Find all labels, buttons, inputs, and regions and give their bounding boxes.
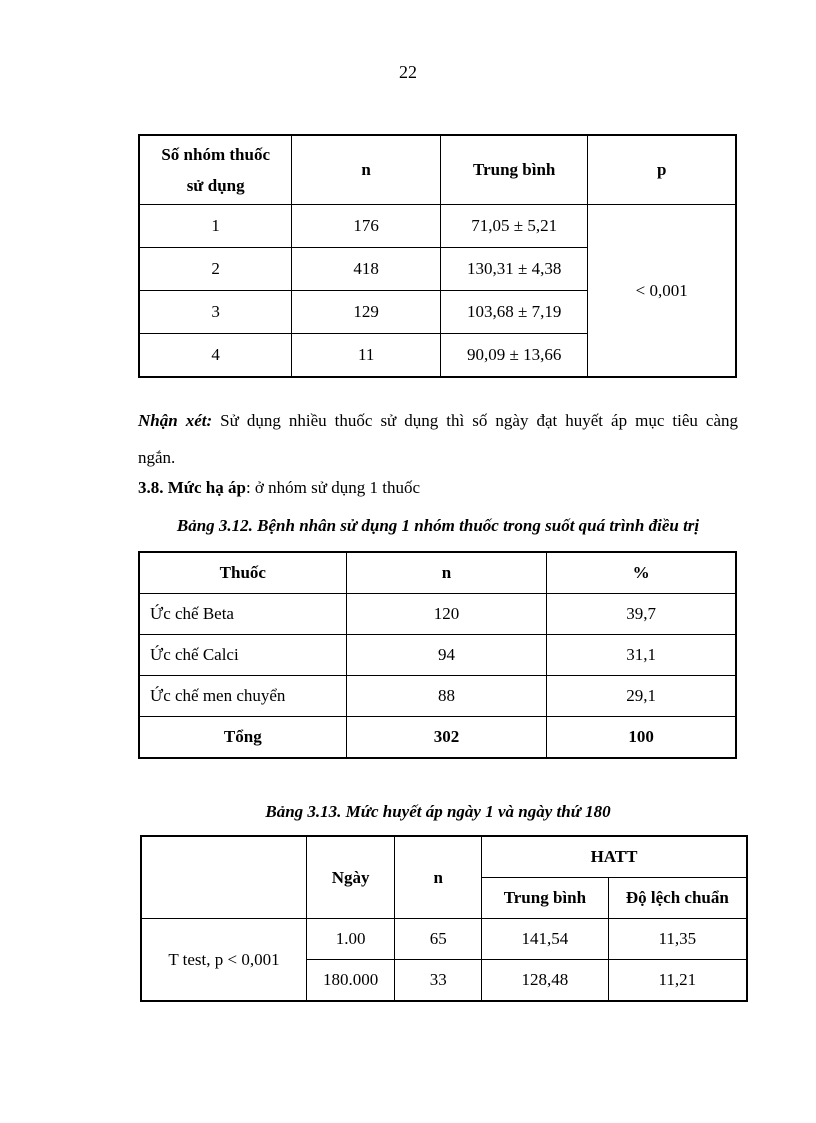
n-cell: 65 bbox=[394, 918, 483, 960]
table-header-row: Ngày n HATT bbox=[140, 835, 748, 919]
n-cell: 129 bbox=[291, 290, 441, 334]
mean-cell: 141,54 bbox=[481, 918, 609, 960]
header-cell-n: n bbox=[291, 134, 441, 205]
table-313-caption: Bảng 3.13. Mức huyết áp ngày 1 và ngày t… bbox=[265, 802, 611, 821]
table-row: Ức chế Calci 94 31,1 bbox=[138, 634, 737, 676]
header-cell-percent: % bbox=[546, 551, 737, 594]
page-number: 22 bbox=[399, 62, 417, 82]
header-empty-cell bbox=[140, 835, 307, 919]
header-cell-drug-groups: Số nhóm thuốc sử dụng bbox=[138, 134, 293, 205]
percent-cell: 29,1 bbox=[546, 675, 737, 717]
percent-cell: 39,7 bbox=[546, 593, 737, 635]
drug-groups-table: Số nhóm thuốc sử dụng n Trung bình p 1 1… bbox=[138, 134, 737, 378]
group-cell: 4 bbox=[138, 333, 293, 378]
mean-cell: 103,68 ± 7,19 bbox=[439, 290, 589, 334]
n-cell: 11 bbox=[291, 333, 441, 378]
day-cell: 1.00 bbox=[305, 918, 396, 960]
n-cell: 33 bbox=[394, 959, 483, 1002]
n-cell: 418 bbox=[291, 247, 441, 291]
ttest-label-cell: T test, p < 0,001 bbox=[140, 918, 307, 1002]
n-cell: 94 bbox=[345, 634, 548, 676]
table-total-row: Tổng 302 100 bbox=[138, 716, 737, 759]
header-cell-n: n bbox=[345, 551, 548, 594]
table-header-row: Thuốc n % bbox=[138, 551, 737, 594]
day-cell: 180.000 bbox=[305, 959, 396, 1002]
group-cell: 3 bbox=[138, 290, 293, 334]
table-row: Ức chế men chuyển 88 29,1 bbox=[138, 675, 737, 717]
header-cell-mean: Trung bình bbox=[439, 134, 589, 205]
table-row: T test, p < 0,001 1.00 65 141,54 11,35 bbox=[140, 918, 748, 1002]
table-row: Ức chế Beta 120 39,7 bbox=[138, 593, 737, 635]
table-row: 180.000 33 128,48 11,21 bbox=[141, 959, 748, 1002]
header-cell-mean: Trung bình bbox=[481, 877, 609, 919]
drug-cell: Ức chế Beta bbox=[138, 593, 347, 635]
drug-cell: Ức chế men chuyển bbox=[138, 675, 347, 717]
header-line-1: Số nhóm thuốc bbox=[161, 145, 270, 164]
section-heading-rest: : ở nhóm sử dụng 1 thuốc bbox=[245, 478, 420, 497]
total-label-cell: Tổng bbox=[138, 716, 347, 759]
percent-cell: 31,1 bbox=[546, 634, 737, 676]
header-cell-hatt: HATT bbox=[481, 835, 748, 878]
remark-paragraph: Nhận xét: Sử dụng nhiều thuốc sử dụng th… bbox=[138, 402, 738, 476]
p-value-cell: < 0,001 bbox=[587, 204, 737, 378]
section-heading: 3.8. Mức hạ áp: ở nhóm sử dụng 1 thuốc bbox=[138, 474, 758, 502]
table-subheader-row: Trung bình Độ lệch chuẩn bbox=[141, 877, 748, 919]
mean-cell: 130,31 ± 4,38 bbox=[439, 247, 589, 291]
mean-cell: 90,09 ± 13,66 bbox=[439, 333, 589, 378]
table-row: 3 129 103,68 ± 7,19 bbox=[138, 290, 736, 334]
n-cell: 120 bbox=[345, 593, 548, 635]
blood-pressure-table: Ngày n HATT Trung bình Độ lệch chuẩn T t… bbox=[140, 835, 748, 1002]
table-header-row: Số nhóm thuốc sử dụng n Trung bình p bbox=[138, 134, 737, 205]
remark-text: Sử dụng nhiều thuốc sử dụng thì số ngày … bbox=[138, 411, 738, 467]
group-cell: 1 bbox=[138, 204, 293, 248]
table-row: 2 418 130,31 ± 4,38 bbox=[138, 247, 736, 291]
table-row: 4 11 90,09 ± 13,66 bbox=[138, 333, 736, 378]
single-drug-table: Thuốc n % Ức chế Beta 120 39,7 Ức chế Ca… bbox=[138, 551, 737, 759]
table-312-caption: Bảng 3.12. Bệnh nhân sử dụng 1 nhóm thuố… bbox=[176, 516, 700, 535]
total-n-cell: 302 bbox=[345, 716, 548, 759]
sd-cell: 11,21 bbox=[607, 959, 748, 1002]
total-percent-cell: 100 bbox=[546, 716, 737, 759]
sd-cell: 11,35 bbox=[607, 918, 748, 960]
mean-cell: 128,48 bbox=[481, 959, 609, 1002]
header-cell-drug: Thuốc bbox=[138, 551, 347, 594]
header-cell-sd: Độ lệch chuẩn bbox=[607, 877, 748, 919]
header-cell-day: Ngày bbox=[305, 835, 396, 919]
n-cell: 176 bbox=[291, 204, 441, 248]
header-cell-n: n bbox=[394, 835, 483, 919]
table-row: 1 176 71,05 ± 5,21 < 0,001 bbox=[138, 204, 737, 378]
n-cell: 88 bbox=[345, 675, 548, 717]
drug-cell: Ức chế Calci bbox=[138, 634, 347, 676]
header-line-2: sử dụng bbox=[186, 176, 245, 195]
group-cell: 2 bbox=[138, 247, 293, 291]
mean-cell: 71,05 ± 5,21 bbox=[439, 204, 589, 248]
header-cell-p: p bbox=[587, 134, 737, 205]
remark-label: Nhận xét: bbox=[138, 411, 213, 430]
section-heading-bold: 3.8. Mức hạ áp bbox=[138, 478, 246, 497]
